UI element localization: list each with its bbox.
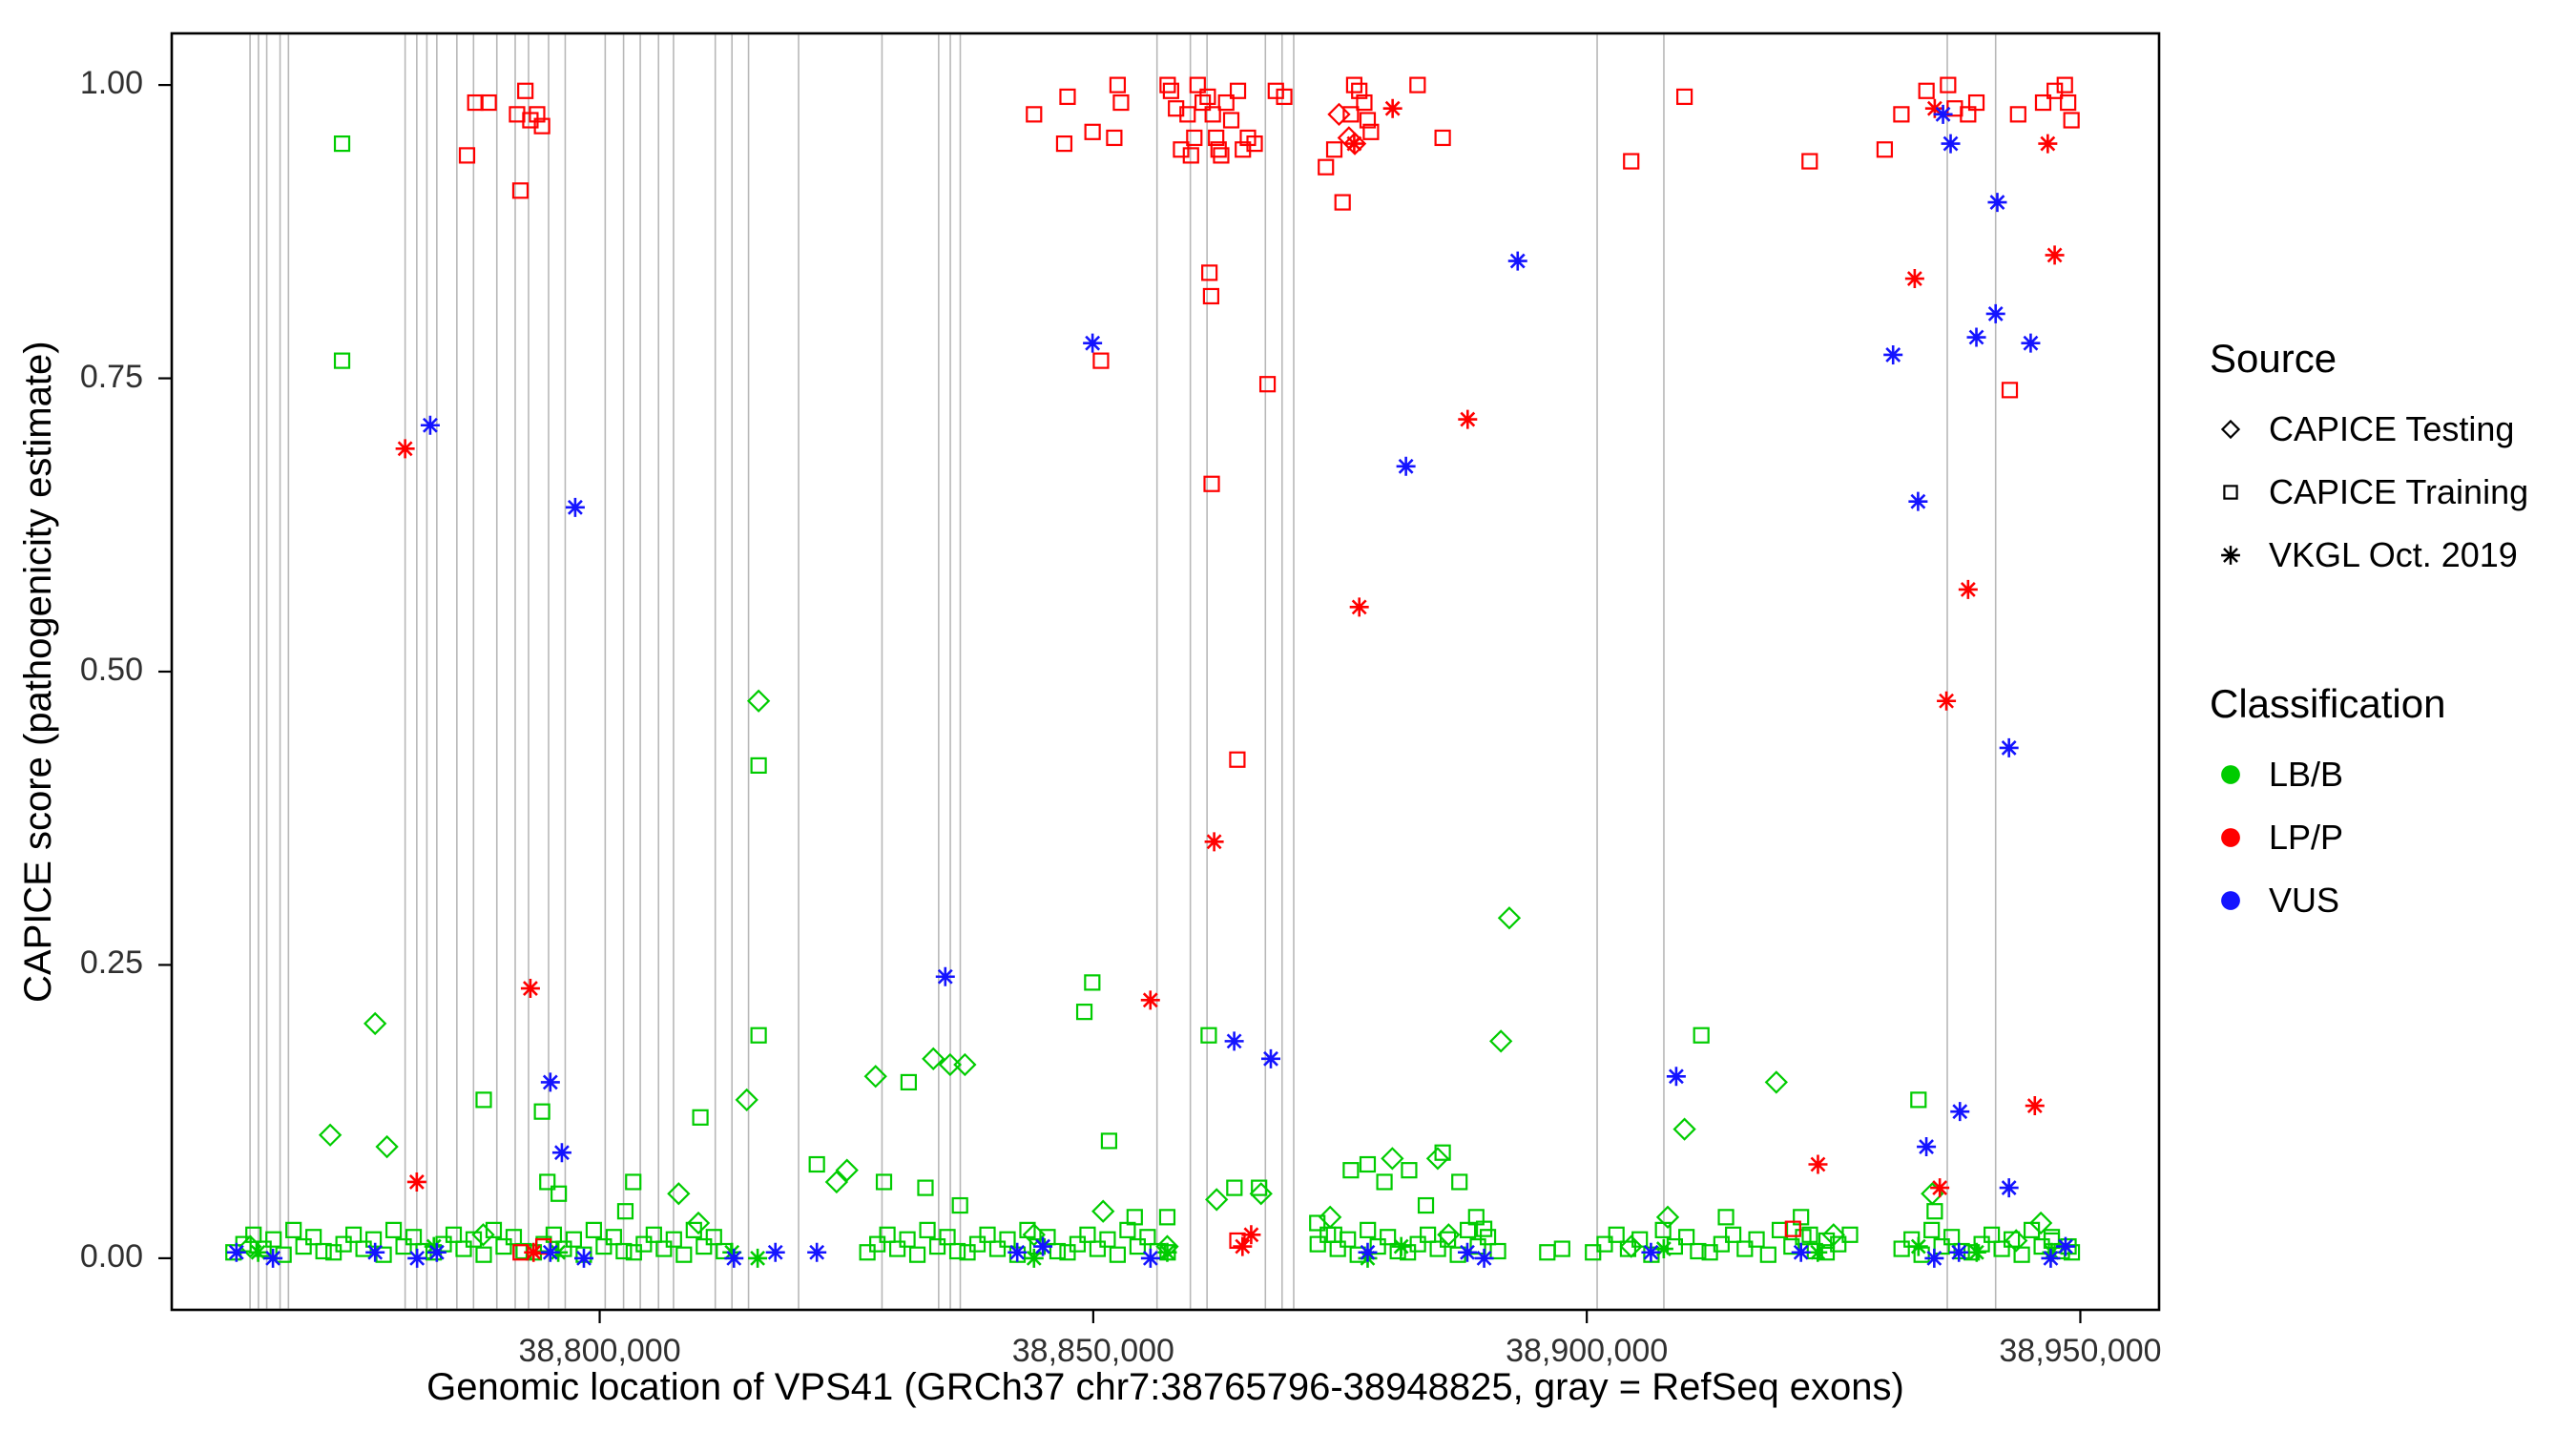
legend-item-lbb: LB/B	[2210, 754, 2528, 796]
x-tick-label: 38,800,000	[518, 1333, 681, 1369]
y-tick-label: 1.00	[79, 65, 143, 102]
legend-item-capice-testing: CAPICE Testing	[2210, 408, 2528, 450]
series-capice-training-lp-p	[458, 76, 2080, 1261]
green-dot-icon	[2221, 765, 2240, 784]
legend-source-title: Source	[2210, 336, 2337, 381]
legend-group-classification: Classification LB/B LP/P VUS	[2210, 681, 2528, 922]
diamond-icon	[2220, 419, 2241, 440]
y-tick-label: 0.00	[79, 1237, 143, 1275]
legend-label-vus: VUS	[2269, 881, 2340, 920]
legend-group-source: Source CAPICE Testing CAPICE Training VK…	[2210, 336, 2528, 576]
series-vkgl-oct-2019-vus	[226, 104, 2075, 1268]
legend-label-capice-testing: CAPICE Testing	[2269, 409, 2515, 448]
panel-border	[170, 31, 2161, 1312]
y-tick-label: 0.25	[79, 944, 143, 982]
y-tick-label: 0.75	[79, 358, 143, 395]
axis-ticks	[158, 84, 2082, 1323]
legend-label-capice-training: CAPICE Training	[2269, 472, 2529, 511]
series-vkgl-oct-2019-lp-p	[395, 98, 2065, 1262]
legend-label-vkgl: VKGL Oct. 2019	[2269, 535, 2518, 574]
legend-label-lpp: LP/P	[2269, 818, 2344, 857]
x-tick-label: 38,950,000	[1999, 1333, 2162, 1369]
series-capice-training-lb-b	[225, 135, 2081, 1263]
legend-item-vkgl: VKGL Oct. 2019	[2210, 534, 2528, 576]
red-dot-icon	[2221, 828, 2240, 847]
asterisk-icon	[2221, 546, 2240, 565]
legend-classification-title: Classification	[2210, 681, 2446, 726]
blue-dot-icon	[2221, 891, 2240, 910]
series-capice-testing-lp-p	[1327, 102, 1367, 156]
exon-lines	[249, 34, 1997, 1309]
legend: Source CAPICE Testing CAPICE Training VK…	[2210, 336, 2528, 943]
square-icon	[2223, 485, 2238, 500]
x-tick-label: 38,900,000	[1506, 1333, 1669, 1369]
x-tick-label: 38,850,000	[1011, 1333, 1174, 1369]
series-capice-testing-lb-b	[239, 689, 2053, 1258]
legend-item-lpp: LP/P	[2210, 817, 2528, 859]
legend-label-lbb: LB/B	[2269, 755, 2344, 794]
legend-item-capice-training: CAPICE Training	[2210, 471, 2528, 513]
y-tick-label: 0.50	[79, 652, 143, 688]
legend-item-vus: VUS	[2210, 880, 2528, 922]
x-axis-title: Genomic location of VPS41 (GRCh37 chr7:3…	[426, 1366, 1904, 1408]
